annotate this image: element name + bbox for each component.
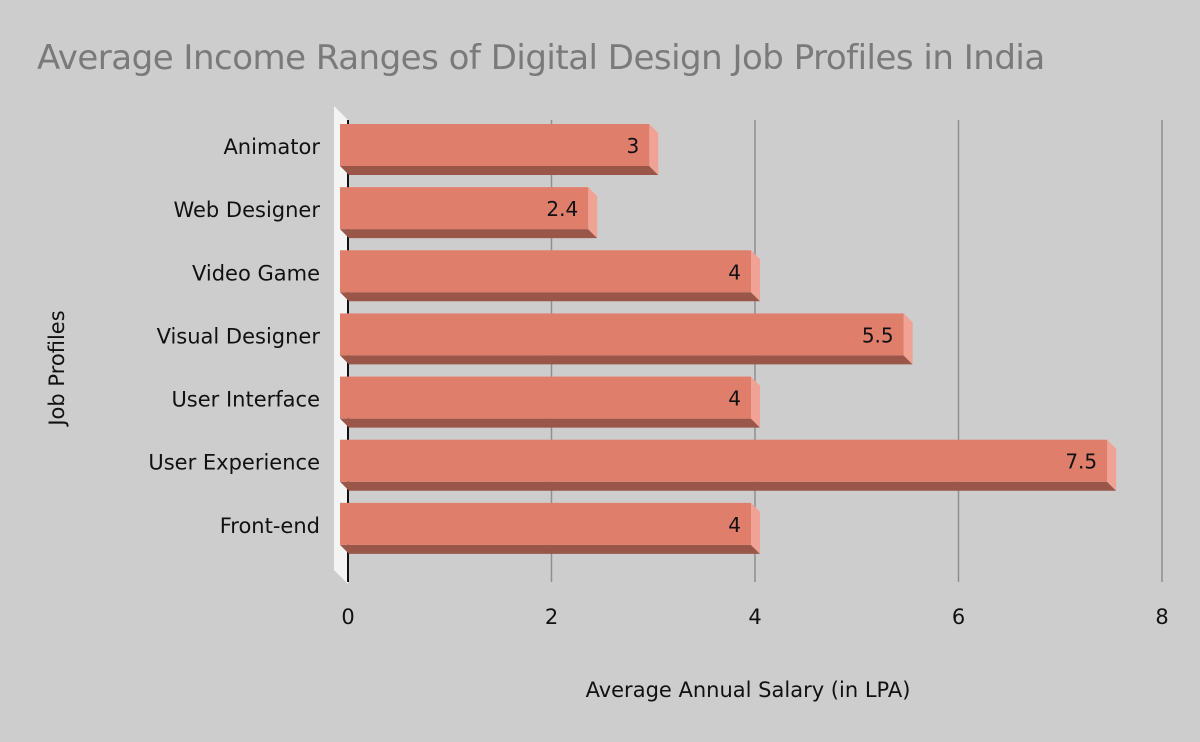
- bar: [340, 439, 1108, 482]
- bar-value-label: 2.4: [546, 197, 578, 221]
- bar-value-label: 5.5: [862, 323, 894, 347]
- bar: [340, 250, 751, 293]
- bar-bottom-face: [340, 481, 1117, 491]
- bar-bottom-face: [340, 166, 659, 175]
- bar-bottom-face: [340, 544, 760, 554]
- x-tick-label: 6: [952, 605, 965, 629]
- bar: [340, 313, 904, 356]
- y-category-label: Video Game: [192, 261, 320, 285]
- labels-layer: 0 2 4 6 8 3 Animator 2.4 Web Designer 4 Video Game…: [148, 134, 1168, 629]
- bar: [340, 376, 751, 419]
- bar: [340, 502, 751, 545]
- x-tick-label: 4: [748, 605, 761, 629]
- x-tick-label: 0: [341, 605, 354, 629]
- bar-bottom-face: [340, 292, 760, 302]
- y-category-label: Front-end: [220, 514, 320, 538]
- y-category-label: User Experience: [148, 451, 320, 475]
- bar-bottom-face: [340, 229, 598, 239]
- y-category-label: Visual Designer: [157, 324, 321, 348]
- bar-value-label: 7.5: [1065, 450, 1097, 474]
- y-category-label: Web Designer: [173, 198, 320, 222]
- x-tick-label: 8: [1155, 605, 1168, 629]
- bar-side-face: [1107, 439, 1117, 491]
- x-axis-title: Average Annual Salary (in LPA): [586, 678, 911, 702]
- chart-title: Average Income Ranges of Digital Design …: [37, 38, 1045, 78]
- bar-side-face: [751, 250, 760, 302]
- bar-side-face: [903, 313, 913, 365]
- bar-value-label: 4: [728, 387, 741, 411]
- bar-side-face: [751, 502, 760, 554]
- y-category-label: User Interface: [171, 388, 320, 412]
- bar: [340, 124, 650, 166]
- bar-value-label: 3: [627, 134, 640, 158]
- x-tick-label: 2: [545, 605, 558, 629]
- bar: [340, 187, 589, 230]
- y-axis-title: Job Profiles: [45, 310, 69, 427]
- bar-side-face: [751, 376, 760, 428]
- bar-value-label: 4: [728, 513, 741, 537]
- bar-side-face: [649, 124, 659, 175]
- bar-bottom-face: [340, 355, 913, 365]
- y-category-label: Animator: [223, 135, 320, 159]
- bar-bottom-face: [340, 418, 760, 428]
- bars-layer: [340, 124, 1117, 554]
- bar-value-label: 4: [728, 260, 741, 284]
- bar-side-face: [588, 187, 598, 239]
